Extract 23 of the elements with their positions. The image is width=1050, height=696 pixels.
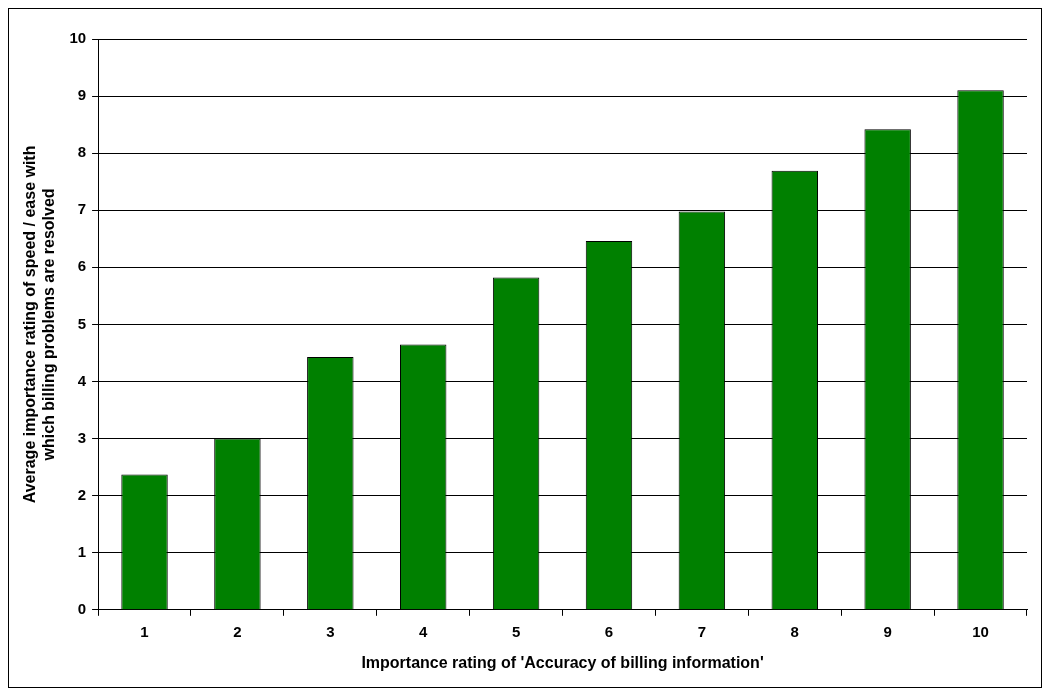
- y-tick-label: 10: [69, 29, 87, 47]
- x-tick-label: 10: [972, 622, 989, 640]
- x-tick-label: 1: [140, 622, 149, 640]
- x-tick-label: 2: [233, 622, 242, 640]
- y-tick-label: 9: [77, 86, 87, 104]
- y-tick-label: 3: [77, 428, 87, 446]
- y-tick-label: 6: [77, 257, 87, 275]
- x-tick-label: 7: [697, 622, 707, 640]
- x-tick-label: 4: [419, 622, 429, 640]
- y-tick-label: 0: [77, 599, 87, 617]
- y-tick-label: 5: [77, 314, 87, 332]
- x-tick-label: 6: [604, 622, 614, 640]
- x-tick-label: 3: [326, 622, 335, 640]
- x-tick-label: 9: [883, 622, 892, 640]
- x-tick-label: 5: [511, 622, 521, 640]
- y-tick-label: 8: [77, 143, 87, 161]
- x-tick-label: 8: [790, 622, 799, 640]
- y-tick-label: 4: [77, 371, 87, 389]
- y-tick-label: 7: [77, 200, 87, 218]
- y-tick-label: 2: [77, 485, 87, 503]
- x-axis-title: Importance rating of 'Accuracy of billing information': [361, 653, 764, 671]
- y-tick-label: 1: [77, 542, 87, 560]
- y-axis-title: Average importance rating of speed / ease with which billing problems are resolved: [21, 145, 58, 504]
